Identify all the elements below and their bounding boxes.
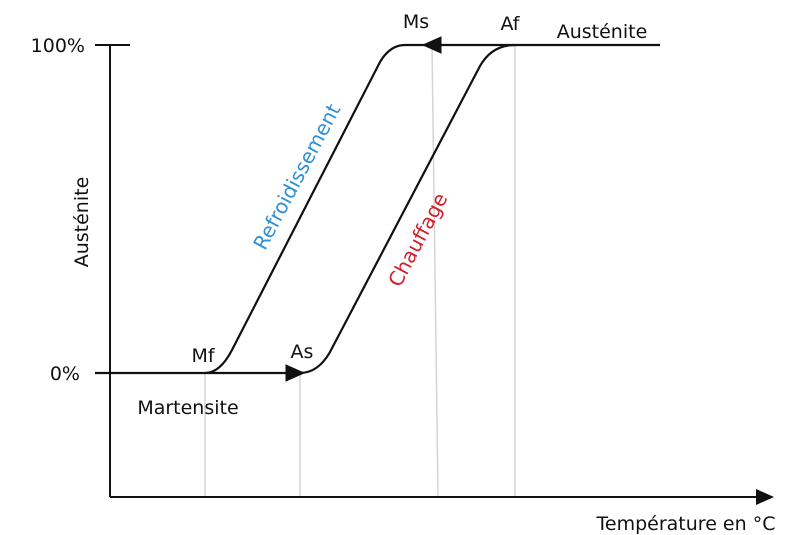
point-label: Af: [500, 13, 520, 35]
phase-label: Martensite: [137, 397, 238, 419]
y-top-label: 100%: [31, 35, 85, 57]
y-axis-label: Austénite: [71, 177, 93, 268]
phase-label: Austénite: [557, 21, 648, 43]
y-bottom-label: 0%: [50, 363, 80, 385]
point-label: Mf: [191, 345, 215, 367]
cooling-label: Refroidissement: [248, 100, 345, 254]
cooling-curve: [204, 43, 432, 375]
guide-line: [431, 44, 439, 498]
point-label: Ms: [403, 11, 429, 33]
heating-curve: [299, 43, 516, 375]
x-axis-label: Température en °C: [596, 513, 776, 535]
heating-label: Chauffage: [383, 189, 452, 291]
point-label: As: [291, 341, 314, 363]
